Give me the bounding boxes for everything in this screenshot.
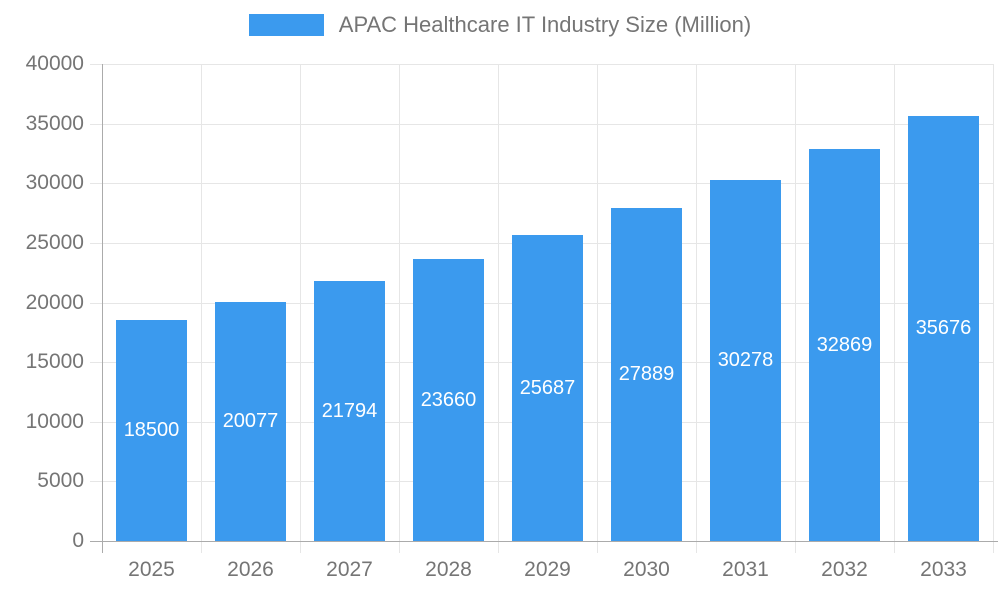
x-tick-label: 2026 [227, 558, 274, 581]
x-tick-label: 2025 [128, 558, 175, 581]
chart-legend: APAC Healthcare IT Industry Size (Millio… [0, 8, 1000, 42]
bar-2033: 35676 [908, 116, 979, 541]
x-tick-label: 2030 [623, 558, 670, 581]
v-gridline [894, 64, 895, 553]
x-tick-label: 2027 [326, 558, 373, 581]
x-tick-label: 2028 [425, 558, 472, 581]
x-tick-label: 2033 [920, 558, 967, 581]
y-tick-label: 15000 [25, 350, 84, 373]
bar-value-label: 35676 [915, 317, 972, 339]
v-gridline [993, 64, 994, 553]
bar-2031: 30278 [710, 180, 781, 541]
v-gridline [300, 64, 301, 553]
legend-swatch [248, 14, 324, 36]
v-gridline [399, 64, 400, 553]
x-tick-label: 2032 [821, 558, 868, 581]
v-gridline [597, 64, 598, 553]
bar-2028: 23660 [413, 259, 484, 541]
bar-2026: 20077 [215, 302, 286, 541]
y-tick-label: 20000 [25, 291, 84, 314]
bar-value-label: 27889 [618, 363, 675, 385]
x-axis-line [90, 541, 998, 542]
h-gridline [90, 124, 993, 125]
bar-2032: 32869 [809, 149, 880, 541]
x-tick-label: 2029 [524, 558, 571, 581]
y-tick-label: 5000 [37, 469, 84, 492]
bar-value-label: 23660 [420, 388, 477, 411]
bar-2027: 21794 [314, 281, 385, 541]
y-tick-label: 35000 [25, 112, 84, 135]
y-tick-label: 25000 [25, 231, 84, 254]
bar-value-label: 18500 [123, 419, 180, 441]
bar-value-label: 21794 [321, 399, 378, 422]
bar-value-label: 32869 [816, 333, 873, 356]
bar-value-label: 30278 [717, 349, 774, 371]
v-gridline [696, 64, 697, 553]
bar-2030: 27889 [611, 208, 682, 541]
h-gridline [90, 183, 993, 184]
bar-value-label: 25687 [519, 376, 576, 399]
bar-2029: 25687 [512, 235, 583, 541]
v-gridline [498, 64, 499, 553]
bar-value-label: 20077 [222, 410, 279, 432]
y-axis-line [102, 64, 103, 553]
bar-2025: 18500 [116, 320, 187, 541]
v-gridline [795, 64, 796, 553]
y-tick-label: 0 [72, 529, 84, 552]
y-tick-label: 30000 [25, 171, 84, 194]
y-tick-label: 40000 [25, 52, 84, 75]
v-gridline [201, 64, 202, 553]
y-tick-label: 10000 [25, 410, 84, 433]
x-tick-label: 2031 [722, 558, 769, 581]
h-gridline [90, 64, 993, 65]
legend-label: APAC Healthcare IT Industry Size (Millio… [338, 12, 752, 37]
